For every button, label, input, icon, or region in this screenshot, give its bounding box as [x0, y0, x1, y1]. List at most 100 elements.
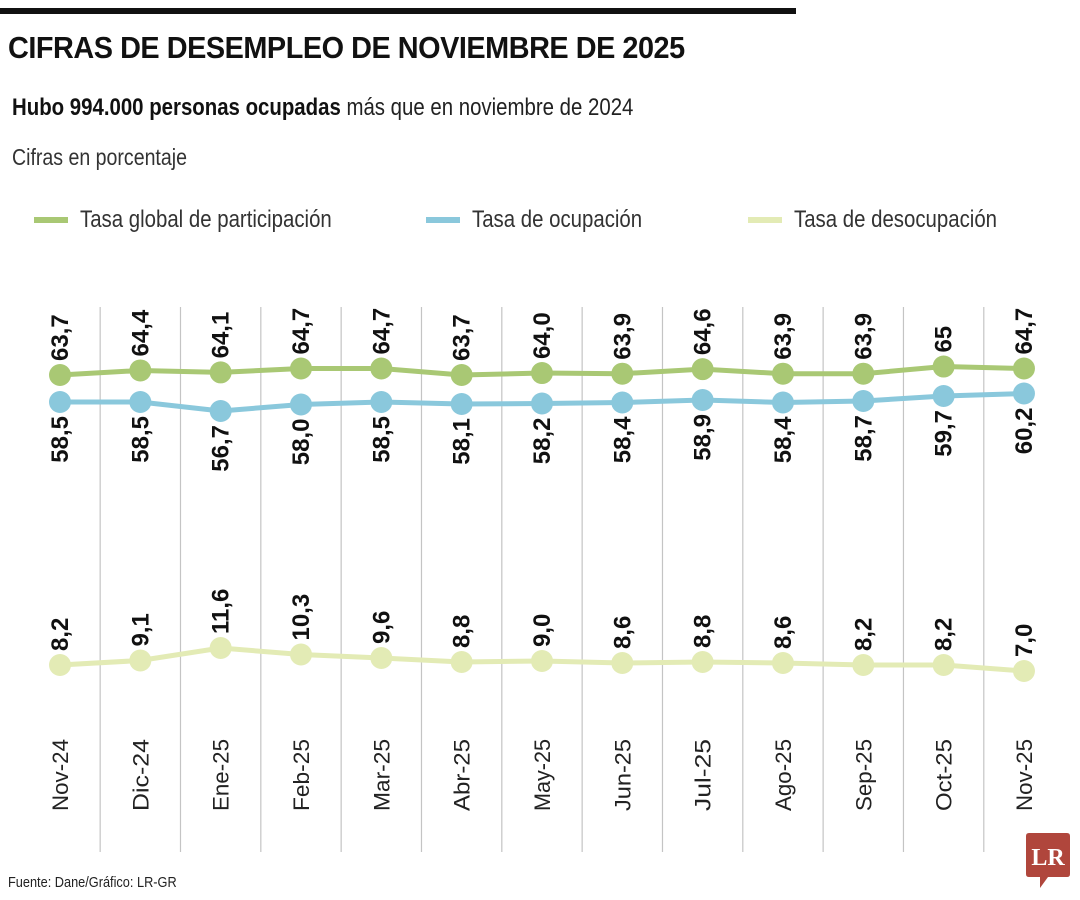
data-label: 58,4: [770, 416, 797, 463]
data-label: 58,4: [609, 416, 636, 463]
legend-participacion: Tasa global de participación: [34, 206, 376, 234]
data-point: [530, 650, 553, 672]
data-label: 9,0: [529, 614, 556, 647]
data-point: [49, 654, 71, 676]
data-label: 59,7: [931, 410, 958, 457]
data-point: [771, 652, 794, 674]
data-point: [370, 357, 393, 380]
data-point: [1012, 357, 1035, 380]
data-label: 8,2: [47, 618, 74, 651]
data-point: [852, 362, 875, 385]
data-point: [289, 643, 312, 666]
x-tick-label: Nov-24: [48, 739, 73, 811]
data-point: [611, 362, 634, 385]
legend-desocupacion: Tasa de desocupación: [748, 206, 1033, 234]
data-point: [852, 654, 875, 676]
data-point: [129, 391, 152, 413]
data-point: [370, 391, 393, 413]
data-label: 64,6: [690, 308, 717, 355]
data-point: [932, 355, 955, 378]
subtitle-bold: Hubo 994.000 personas ocupadas: [12, 94, 341, 121]
data-label: 8,8: [690, 615, 717, 648]
data-label: 11,6: [208, 589, 235, 634]
chart-subtitle: Hubo 994.000 personas ocupadas más que e…: [12, 94, 633, 122]
x-tick-label: Jul-25: [691, 739, 716, 811]
data-label: 64,4: [127, 309, 154, 356]
data-point: [49, 391, 71, 413]
data-label: 58,9: [690, 414, 717, 461]
data-point: [771, 362, 794, 385]
data-label: 58,0: [288, 419, 315, 466]
x-tick-label: Oct-25: [932, 739, 957, 811]
legend-label: Tasa global de participación: [80, 206, 332, 233]
x-tick-label: Feb-25: [289, 739, 314, 811]
data-point: [530, 362, 553, 385]
data-label: 9,6: [368, 611, 395, 644]
subtitle-rest: más que en noviembre de 2024: [340, 94, 634, 121]
data-point: [289, 357, 312, 380]
data-label: 64,1: [208, 312, 235, 359]
x-tick-label: Nov-25: [1012, 739, 1037, 811]
data-point: [370, 647, 393, 669]
data-point: [209, 400, 232, 422]
legend-label: Tasa de desocupación: [794, 206, 998, 233]
data-point: [129, 359, 152, 382]
data-label: 9,1: [127, 613, 154, 646]
data-point: [450, 393, 473, 415]
data-point: [1012, 660, 1035, 682]
data-label: 65: [931, 326, 958, 353]
legend-ocupacion: Tasa de ocupación: [426, 206, 672, 234]
data-label: 58,5: [127, 416, 154, 463]
x-tick-label: Ago-25: [771, 739, 796, 811]
x-tick-label: Mar-25: [369, 739, 394, 811]
data-label: 64,7: [1011, 308, 1038, 355]
legend-label: Tasa de ocupación: [472, 206, 643, 233]
x-tick-label: Sep-25: [851, 739, 876, 811]
x-tick-label: Ene-25: [209, 739, 234, 811]
data-label: 8,2: [850, 618, 877, 651]
data-label: 64,0: [529, 312, 556, 359]
data-label: 60,2: [1011, 408, 1038, 455]
top-rule: [0, 8, 796, 14]
data-point: [771, 391, 794, 414]
data-point: [129, 649, 152, 672]
data-point: [611, 652, 634, 674]
data-label: 63,7: [449, 314, 476, 361]
data-point: [691, 358, 714, 381]
data-label: 8,6: [770, 616, 797, 649]
data-point: [691, 389, 714, 411]
data-point: [209, 361, 232, 384]
svg-text:LR: LR: [1031, 845, 1065, 871]
legend-swatch: [34, 217, 68, 223]
data-label: 58,5: [47, 416, 74, 463]
data-label: 63,9: [609, 313, 636, 360]
x-tick-label: Abr-25: [450, 739, 475, 811]
x-tick-label: Jun-25: [610, 739, 635, 811]
source-note: Fuente: Dane/Gráfico: LR-GR: [8, 874, 177, 891]
data-point: [932, 385, 955, 407]
data-label: 8,2: [931, 618, 958, 651]
chart-title: CIFRAS DE DESEMPLEO DE NOVIEMBRE DE 2025: [8, 30, 685, 65]
data-label: 8,6: [609, 616, 636, 649]
data-point: [1012, 382, 1035, 405]
data-label: 64,7: [288, 308, 315, 355]
data-label: 63,9: [770, 313, 797, 360]
data-point: [209, 637, 232, 659]
x-tick-label: May-25: [530, 739, 555, 811]
data-label: 58,5: [368, 416, 395, 463]
data-point: [49, 364, 71, 386]
legend-swatch: [426, 217, 460, 223]
unit-note: Cifras en porcentaje: [12, 144, 187, 170]
lr-logo: LR: [1026, 833, 1070, 888]
data-point: [852, 390, 875, 412]
data-label: 58,2: [529, 418, 556, 465]
data-point: [289, 393, 312, 416]
data-point: [450, 364, 473, 386]
data-point: [932, 654, 955, 676]
data-label: 8,8: [449, 615, 476, 648]
data-label: 7,0: [1011, 624, 1038, 657]
data-label: 64,7: [368, 308, 395, 355]
x-tick-label: Dic-24: [128, 739, 153, 811]
legend-swatch: [748, 217, 782, 223]
